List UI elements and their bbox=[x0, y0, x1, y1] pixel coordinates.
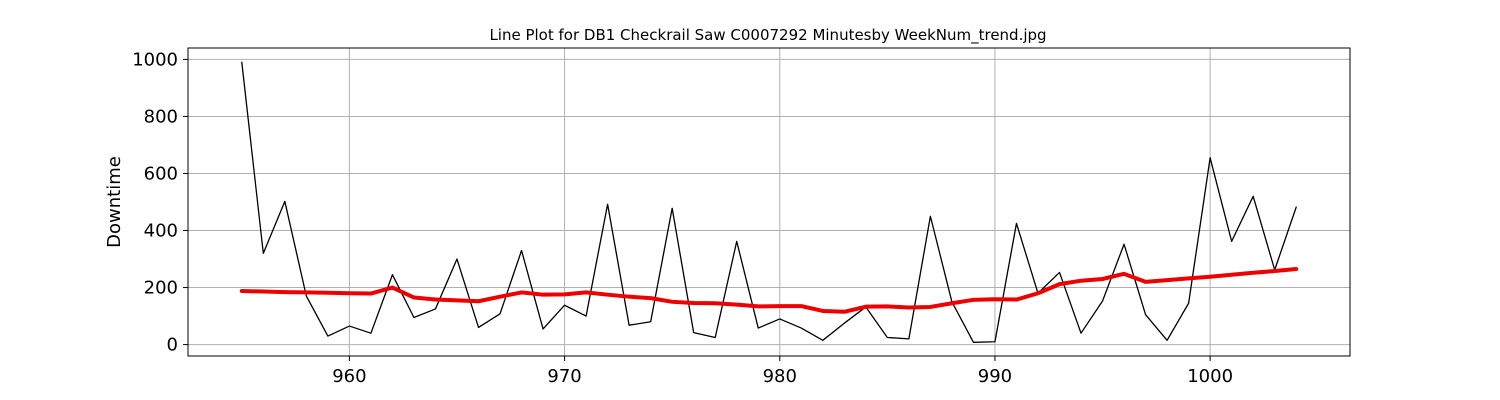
y-tick-label: 600 bbox=[144, 163, 178, 184]
plot-area bbox=[239, 61, 1299, 343]
y-tick-label: 400 bbox=[144, 221, 178, 242]
x-tick-label: 990 bbox=[978, 366, 1012, 387]
axis-ticks: 960 970 980 990 1000 0 200 400 600 800 1000 bbox=[132, 49, 1233, 387]
y-axis-title: Downtime bbox=[104, 156, 125, 248]
x-tick-label: 960 bbox=[332, 366, 366, 387]
axes-frame bbox=[187, 47, 1351, 357]
series-line-downtime bbox=[241, 61, 1297, 343]
grid bbox=[188, 48, 1350, 356]
y-tick-label: 0 bbox=[167, 335, 178, 356]
y-tick-label: 800 bbox=[144, 106, 178, 127]
series-line-trend bbox=[239, 267, 1299, 314]
y-tick-label: 1000 bbox=[132, 49, 178, 70]
x-tick-label: 1000 bbox=[1187, 366, 1233, 387]
x-tick-label: 980 bbox=[763, 366, 797, 387]
x-tick-label: 970 bbox=[547, 366, 581, 387]
chart-title: Line Plot for DB1 Checkrail Saw C0007292… bbox=[489, 26, 1046, 45]
y-tick-label: 200 bbox=[144, 278, 178, 299]
